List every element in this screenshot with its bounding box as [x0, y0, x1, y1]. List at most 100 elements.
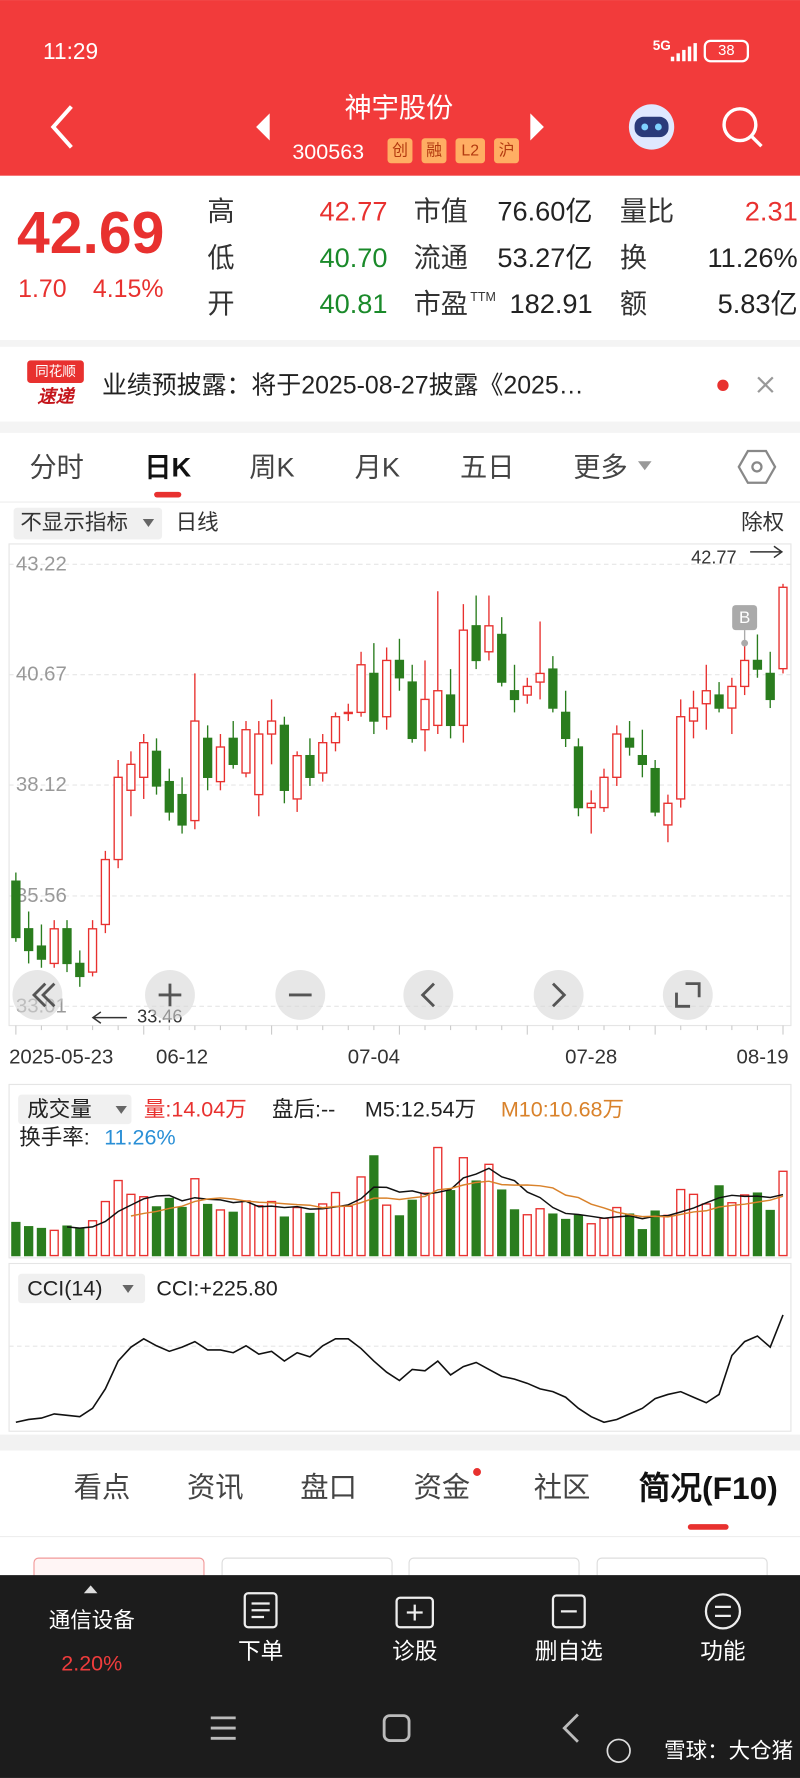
- tag-bg: [455, 138, 485, 164]
- volume-bar: [752, 1192, 763, 1257]
- volume-bar: [241, 1200, 251, 1257]
- volume-m5: M5:12.54万: [365, 1097, 476, 1121]
- volume-bar: [151, 1206, 162, 1257]
- candle-body: [676, 716, 686, 800]
- period-label: 日线: [176, 510, 219, 534]
- info-tab[interactable]: 简况(F10): [639, 1470, 778, 1506]
- volume-bar: [139, 1196, 149, 1257]
- candle-body: [254, 733, 264, 796]
- candle-body: [113, 776, 123, 861]
- period-tab[interactable]: 日K: [144, 451, 191, 482]
- period-tab[interactable]: 更多: [573, 451, 627, 482]
- period-tab[interactable]: 分时: [29, 451, 83, 482]
- candle-body: [100, 858, 111, 926]
- indicator-select[interactable]: 不显示指标: [20, 510, 128, 534]
- info-tab[interactable]: 资金: [414, 1472, 471, 1504]
- chart-control[interactable]: [533, 970, 584, 1020]
- settings-icon[interactable]: [737, 449, 777, 484]
- volume-bar: [573, 1214, 584, 1257]
- volume-bar: [458, 1157, 469, 1257]
- prev-stock[interactable]: [256, 113, 270, 141]
- sys-back[interactable]: [562, 1713, 579, 1743]
- after-hours: 盘后:--: [272, 1097, 335, 1121]
- tag: 融: [426, 141, 442, 159]
- stat-value: 40.81: [319, 288, 387, 319]
- candle-body: [727, 685, 737, 709]
- chart-control[interactable]: [662, 970, 713, 1020]
- divider: [0, 1434, 800, 1451]
- volume-bar: [305, 1212, 315, 1257]
- notice-text[interactable]: 业绩预披露：将于2025-08-27披露《2025…: [102, 371, 584, 399]
- volume-m10: M10:10.68万: [501, 1097, 624, 1121]
- stat-value: 53.27亿: [497, 242, 592, 273]
- nav-item[interactable]: 诊股: [392, 1638, 437, 1664]
- volume-bar: [407, 1199, 417, 1257]
- candle-body: [752, 659, 763, 670]
- candle-body: [535, 672, 545, 683]
- chart-control[interactable]: [403, 970, 454, 1020]
- low-arrow: [91, 1011, 127, 1024]
- adjust-label[interactable]: 除权: [741, 510, 784, 534]
- back-button[interactable]: [50, 105, 73, 149]
- volume-bar: [318, 1203, 328, 1257]
- volume-bar: [688, 1193, 699, 1257]
- icon-zoom-in: [158, 983, 182, 1007]
- stat-value: 5.83亿: [718, 288, 798, 319]
- assistant-face: [634, 116, 669, 138]
- caret: [115, 1105, 127, 1114]
- candle-body: [458, 629, 469, 727]
- period-tab[interactable]: 月K: [355, 451, 400, 482]
- eye: [641, 123, 649, 131]
- candle-body: [561, 711, 571, 740]
- cci-title[interactable]: CCI(14): [27, 1276, 102, 1300]
- candle-body: [266, 720, 277, 735]
- cci-latest: CCI:+225.80: [156, 1276, 277, 1300]
- x-tick-label: 06-12: [156, 1046, 208, 1068]
- sys-menu[interactable]: [210, 1716, 236, 1740]
- period-tab[interactable]: 五日: [460, 451, 514, 482]
- info-tab[interactable]: 资讯: [187, 1472, 244, 1504]
- info-tab[interactable]: 社区: [534, 1472, 591, 1504]
- y-tick-label: 38.12: [16, 774, 67, 796]
- volume-title[interactable]: 成交量: [27, 1097, 92, 1121]
- candle-body: [151, 750, 162, 787]
- stat-label: 换: [620, 242, 647, 273]
- sector-name[interactable]: 通信设备: [49, 1608, 135, 1632]
- search-icon[interactable]: [722, 107, 758, 143]
- signal-bar: [670, 56, 675, 62]
- volume-bar: [49, 1229, 59, 1257]
- sys-home: [382, 1714, 411, 1742]
- stat-label: 低: [207, 242, 234, 273]
- tag: L2: [461, 142, 479, 159]
- chart-control[interactable]: [12, 970, 63, 1020]
- volume-bar: [433, 1146, 443, 1257]
- nav-item[interactable]: 功能: [700, 1638, 745, 1664]
- settings-dot: [751, 461, 763, 473]
- info-tab[interactable]: 看点: [74, 1472, 131, 1504]
- marker-badge: [732, 605, 758, 631]
- period-tab[interactable]: 周K: [249, 451, 294, 482]
- close-notice[interactable]: [757, 376, 774, 393]
- nav-item[interactable]: 删自选: [535, 1638, 603, 1664]
- next-stock[interactable]: [530, 113, 544, 141]
- volume-bar: [369, 1155, 379, 1257]
- high-arrow: [750, 545, 784, 559]
- icon-remove: [551, 1594, 586, 1629]
- volume-bar: [599, 1217, 609, 1257]
- stat-label: 市值: [414, 195, 468, 226]
- x-tick-label: 08-19: [737, 1046, 789, 1068]
- icon-function: [704, 1593, 742, 1630]
- volume-bar: [126, 1193, 136, 1257]
- stat-label: 额: [620, 288, 647, 319]
- nav-item[interactable]: 下单: [238, 1638, 283, 1664]
- unread-dot: [473, 1468, 482, 1476]
- stat-value: 11.26%: [708, 242, 798, 273]
- volume-bar: [497, 1189, 507, 1257]
- candle-body: [612, 733, 622, 778]
- info-tab[interactable]: 盘口: [300, 1472, 357, 1504]
- stat-label: 市盈: [414, 288, 468, 319]
- volume-bar: [765, 1209, 775, 1257]
- volume-bar: [254, 1205, 264, 1257]
- volume-bar: [778, 1170, 788, 1257]
- cci-line: [15, 1314, 784, 1424]
